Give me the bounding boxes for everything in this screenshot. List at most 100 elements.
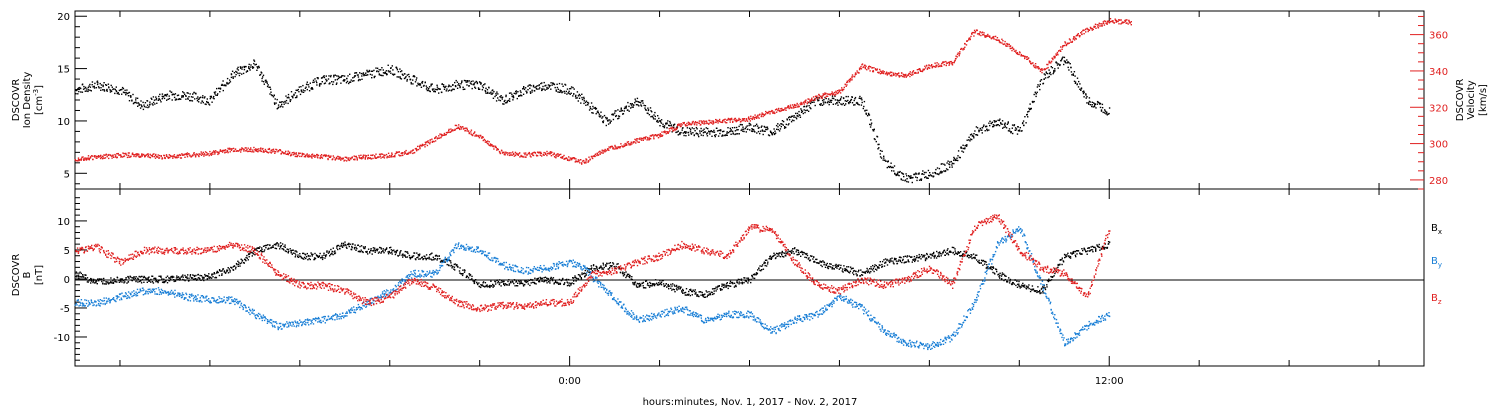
- velocity-series-point: [676, 127, 678, 129]
- ion-density-series-point: [576, 91, 579, 93]
- velocity-series-point: [304, 154, 307, 157]
- bx-series-point: [692, 289, 694, 291]
- velocity-series-point: [840, 89, 842, 91]
- bx-series-point: [183, 279, 185, 281]
- bx-series-point: [502, 280, 504, 283]
- ion-density-series-point: [837, 104, 839, 106]
- velocity-series-point: [834, 94, 836, 96]
- ion-density-series-point: [343, 80, 345, 82]
- ion-density-series-point: [625, 107, 627, 109]
- ion-density-series-point: [569, 88, 571, 90]
- velocity-series-point: [689, 123, 691, 126]
- velocity-series-point: [613, 148, 615, 150]
- velocity-series-point: [138, 155, 140, 157]
- velocity-series-point: [379, 153, 381, 156]
- velocity-series-point: [1123, 21, 1125, 23]
- velocity-series-point: [941, 62, 943, 65]
- ion-density-series-point: [910, 176, 912, 178]
- ion-density-series-point: [189, 99, 191, 102]
- ion-density-series-point: [207, 101, 209, 104]
- bx-series-point: [382, 250, 384, 252]
- velocity-series-point: [477, 135, 480, 138]
- velocity-series-point: [1039, 70, 1042, 72]
- ion-density-series-point: [959, 156, 961, 159]
- ion-density-series-point: [806, 109, 808, 111]
- velocity-series-point: [1120, 19, 1122, 21]
- ion-density-series-point: [1033, 93, 1035, 96]
- velocity-series-point: [260, 150, 262, 153]
- bx-series-point: [408, 254, 411, 257]
- velocity-series-point: [365, 155, 368, 157]
- bx-series-point: [372, 250, 375, 252]
- ion-density-series-point: [425, 88, 428, 90]
- ion-density-series-point: [130, 95, 132, 97]
- ion-density-series-point: [572, 86, 574, 89]
- bx-series-point: [129, 276, 132, 278]
- ion-density-series-point: [550, 88, 552, 90]
- ion-density-series-point: [498, 99, 500, 101]
- ion-density-series-point: [723, 130, 725, 132]
- ion-density-series-point: [652, 118, 655, 120]
- bx-series-point: [395, 250, 397, 253]
- ion-density-series-point: [548, 86, 550, 88]
- velocity-series-point: [636, 140, 638, 142]
- velocity-series-point: [386, 157, 388, 159]
- ion-density-series-point: [302, 89, 304, 91]
- bx-series-point: [345, 246, 348, 248]
- bx-series-point: [151, 275, 154, 277]
- velocity-series-point: [493, 145, 495, 147]
- ion-density-series-point: [1104, 112, 1106, 114]
- velocity-series-point: [896, 74, 898, 76]
- bx-series-point: [209, 277, 211, 279]
- bx-series-point: [336, 245, 338, 247]
- velocity-series-point: [508, 152, 511, 154]
- bx-series-point: [337, 248, 339, 251]
- velocity-series-point: [491, 145, 494, 147]
- velocity-series-point: [1011, 49, 1013, 52]
- velocity-series-point: [1097, 24, 1099, 26]
- bx-series-point: [79, 276, 81, 278]
- velocity-series-point: [530, 153, 532, 155]
- ion-density-series-point: [1096, 103, 1099, 105]
- bx-series-point: [612, 263, 615, 265]
- ion-density-series-point: [334, 74, 336, 76]
- ion-density-series-point: [584, 101, 587, 104]
- ion-density-series-point: [978, 130, 980, 133]
- ion-density-series-point: [633, 104, 635, 106]
- velocity-series-point: [404, 152, 407, 154]
- bx-series-point: [674, 291, 676, 293]
- ion-density-series-point: [1019, 127, 1021, 129]
- bx-series-point: [307, 259, 309, 261]
- ion-density-series-point: [1053, 69, 1055, 72]
- velocity-series-point: [254, 149, 256, 151]
- ion-density-series-point: [791, 119, 794, 121]
- ion-density-series-point: [121, 93, 123, 95]
- velocity-series-point: [228, 147, 231, 149]
- bx-series-point: [106, 281, 108, 283]
- velocity-series-point: [1109, 20, 1112, 23]
- ion-density-series-point: [798, 110, 800, 113]
- ion-density-series-point: [484, 91, 487, 93]
- velocity-series-point: [808, 98, 810, 100]
- ion-density-series-point: [729, 127, 731, 130]
- velocity-series-point: [205, 154, 207, 156]
- ion-density-series-point: [1009, 130, 1011, 132]
- bx-series-point: [285, 250, 288, 253]
- ion-density-series-point: [585, 104, 587, 106]
- bx-series-point: [695, 291, 697, 294]
- velocity-series-point: [705, 122, 707, 125]
- ion-density-series-point: [335, 83, 338, 85]
- velocity-series-point: [628, 144, 630, 146]
- ion-density-series-point: [647, 109, 650, 111]
- velocity-series-point: [334, 158, 336, 160]
- velocity-series-point: [902, 73, 905, 76]
- ion-density-series-point: [304, 87, 307, 89]
- velocity-series-point: [244, 147, 246, 149]
- bx-series-point: [177, 278, 180, 281]
- velocity-series-point: [637, 141, 639, 143]
- ion-density-series-point: [597, 110, 599, 112]
- ion-density-series-point: [96, 80, 99, 82]
- velocity-series-point: [295, 153, 297, 155]
- velocity-series-point: [920, 70, 922, 72]
- velocity-series-point: [796, 106, 799, 108]
